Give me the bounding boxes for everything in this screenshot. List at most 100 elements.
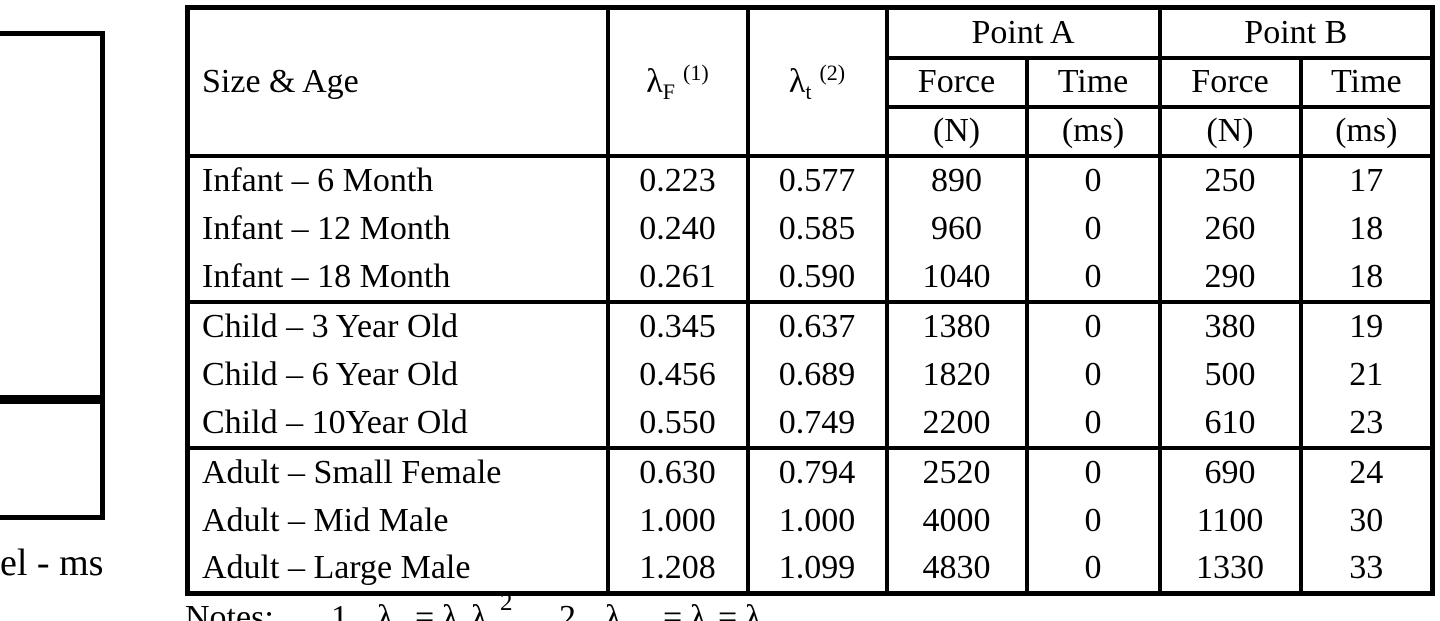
- unit-force-b: (N): [1157, 104, 1303, 158]
- cell-lambda-t: 0.577: [745, 155, 889, 205]
- cell-lambda-f: 0.456: [605, 350, 750, 399]
- lambda-t-sub: t: [805, 79, 812, 105]
- cell-force-a: 1820: [884, 350, 1029, 399]
- row-label: Infant – 6 Month: [185, 155, 610, 205]
- cell-force-b: 290: [1157, 252, 1303, 302]
- cell-lambda-f: 1.000: [605, 496, 750, 545]
- cell-time-b: 24: [1298, 447, 1435, 497]
- cell-time-b: 18: [1298, 252, 1435, 302]
- lambda-t-base: λ: [788, 63, 806, 101]
- cell-lambda-f: 0.223: [605, 155, 750, 205]
- cell-force-b: 260: [1157, 204, 1303, 253]
- lambda-f-base: λ: [646, 63, 663, 101]
- row-label: Adult – Mid Male: [185, 496, 610, 545]
- cell-force-a: 2520: [884, 447, 1029, 497]
- cell-time-a: 0: [1024, 398, 1162, 448]
- note-2-equals: =: [663, 599, 683, 621]
- unit-time-a: (ms): [1024, 104, 1162, 158]
- cell-time-b: 23: [1298, 398, 1435, 448]
- cell-time-a: 0: [1024, 204, 1162, 253]
- cell-lambda-f: 0.261: [605, 252, 750, 302]
- note-1-equals: =: [415, 599, 435, 621]
- cell-time-a: 0: [1024, 545, 1162, 594]
- header-point-b: Point B: [1157, 5, 1435, 60]
- scaling-table: Size & Age λF(1) λt(2) Point A Point B F…: [185, 5, 1436, 597]
- cell-time-a: 0: [1024, 496, 1162, 545]
- notes-line: Notes: 1. λ = λ λ 2 2. λ = λ = λ: [185, 589, 1085, 621]
- table-header: Size & Age λF(1) λt(2) Point A Point B F…: [185, 5, 1435, 158]
- header-point-a: Point A: [884, 5, 1162, 60]
- plot-frame-top-border: [0, 31, 105, 36]
- row-label: Infant – 12 Month: [185, 204, 610, 253]
- header-lambda-f: λF (1): [605, 5, 750, 158]
- group-adult: Adult – Small Female 0.630 0.794 2520 0 …: [185, 447, 1435, 594]
- table-row: Adult – Mid Male 1.000 1.000 4000 0 1100…: [185, 496, 1435, 545]
- table-row: Infant – 18 Month 0.261 0.590 1040 0 290…: [185, 252, 1435, 302]
- cell-lambda-t: 0.590: [745, 252, 889, 302]
- lambda-f-sup: (1): [683, 60, 709, 86]
- group-child: Child – 3 Year Old 0.345 0.637 1380 0 38…: [185, 301, 1435, 448]
- cell-time-b: 21: [1298, 350, 1435, 399]
- lambda-f-sub: F: [662, 79, 676, 105]
- table-row: Adult – Small Female 0.630 0.794 2520 0 …: [185, 447, 1435, 497]
- cell-force-a: 4830: [884, 545, 1029, 594]
- row-label: Infant – 18 Month: [185, 252, 610, 302]
- cell-force-a: 1040: [884, 252, 1029, 302]
- cell-force-b: 500: [1157, 350, 1303, 399]
- cell-lambda-t: 0.585: [745, 204, 889, 253]
- row-label: Child – 3 Year Old: [185, 301, 610, 351]
- table-row: Child – 6 Year Old 0.456 0.689 1820 0 50…: [185, 350, 1435, 399]
- header-size-age: Size & Age: [185, 5, 610, 158]
- header-force-a: Force: [884, 55, 1029, 109]
- cell-force-b: 690: [1157, 447, 1303, 497]
- note-2-lambda: λ: [745, 599, 762, 621]
- cell-time-b: 33: [1298, 545, 1435, 594]
- row-label: Adult – Large Male: [185, 545, 610, 594]
- note-1-number: 1.: [331, 599, 357, 621]
- cell-lambda-t: 0.794: [745, 447, 889, 497]
- row-label: Child – 6 Year Old: [185, 350, 610, 399]
- cell-lambda-f: 0.345: [605, 301, 750, 351]
- notes-label: Notes:: [185, 599, 274, 621]
- cell-force-a: 4000: [884, 496, 1029, 545]
- table-row: Infant – 6 Month 0.223 0.577 890 0 250 1…: [185, 155, 1435, 205]
- note-1-lambda: λ: [442, 599, 459, 621]
- note-2-equals: =: [718, 599, 738, 621]
- cell-time-a: 0: [1024, 155, 1162, 205]
- table-row: Adult – Large Male 1.208 1.099 4830 0 13…: [185, 545, 1435, 594]
- cell-force-a: 2200: [884, 398, 1029, 448]
- cell-force-b: 1330: [1157, 545, 1303, 594]
- plot-frame-bottom-border: [0, 515, 105, 520]
- lambda-t-sup: (2): [819, 60, 846, 86]
- table-row: Child – 10Year Old 0.550 0.749 2200 0 61…: [185, 398, 1435, 448]
- cell-force-b: 380: [1157, 301, 1303, 351]
- table-row: Infant – 12 Month 0.240 0.585 960 0 260 …: [185, 204, 1435, 253]
- note-1-lambda: λ: [471, 599, 488, 621]
- cell-lambda-t: 0.689: [745, 350, 889, 399]
- cell-force-a: 890: [884, 155, 1029, 205]
- cell-lambda-f: 1.208: [605, 545, 750, 594]
- cell-time-b: 17: [1298, 155, 1435, 205]
- header-force-b: Force: [1157, 55, 1303, 109]
- cell-time-a: 0: [1024, 447, 1162, 497]
- cell-lambda-f: 0.630: [605, 447, 750, 497]
- cell-force-a: 960: [884, 204, 1029, 253]
- plot-frame-right-border: [100, 31, 105, 520]
- cell-lambda-t: 0.637: [745, 301, 889, 351]
- note-1-lambda: λ: [377, 599, 394, 621]
- plot-x-axis-label: el - ms: [0, 542, 104, 584]
- cell-lambda-t: 1.000: [745, 496, 889, 545]
- header-time-a: Time: [1024, 55, 1162, 109]
- note-1-superscript: 2: [500, 589, 513, 616]
- cell-lambda-f: 0.240: [605, 204, 750, 253]
- row-label: Child – 10Year Old: [185, 398, 610, 448]
- unit-time-b: (ms): [1298, 104, 1435, 158]
- cell-time-a: 0: [1024, 252, 1162, 302]
- cell-time-a: 0: [1024, 301, 1162, 351]
- note-2-number: 2.: [559, 599, 585, 621]
- plot-trace-line: [0, 395, 103, 404]
- cell-lambda-t: 1.099: [745, 545, 889, 594]
- cell-time-a: 0: [1024, 350, 1162, 399]
- cell-time-b: 19: [1298, 301, 1435, 351]
